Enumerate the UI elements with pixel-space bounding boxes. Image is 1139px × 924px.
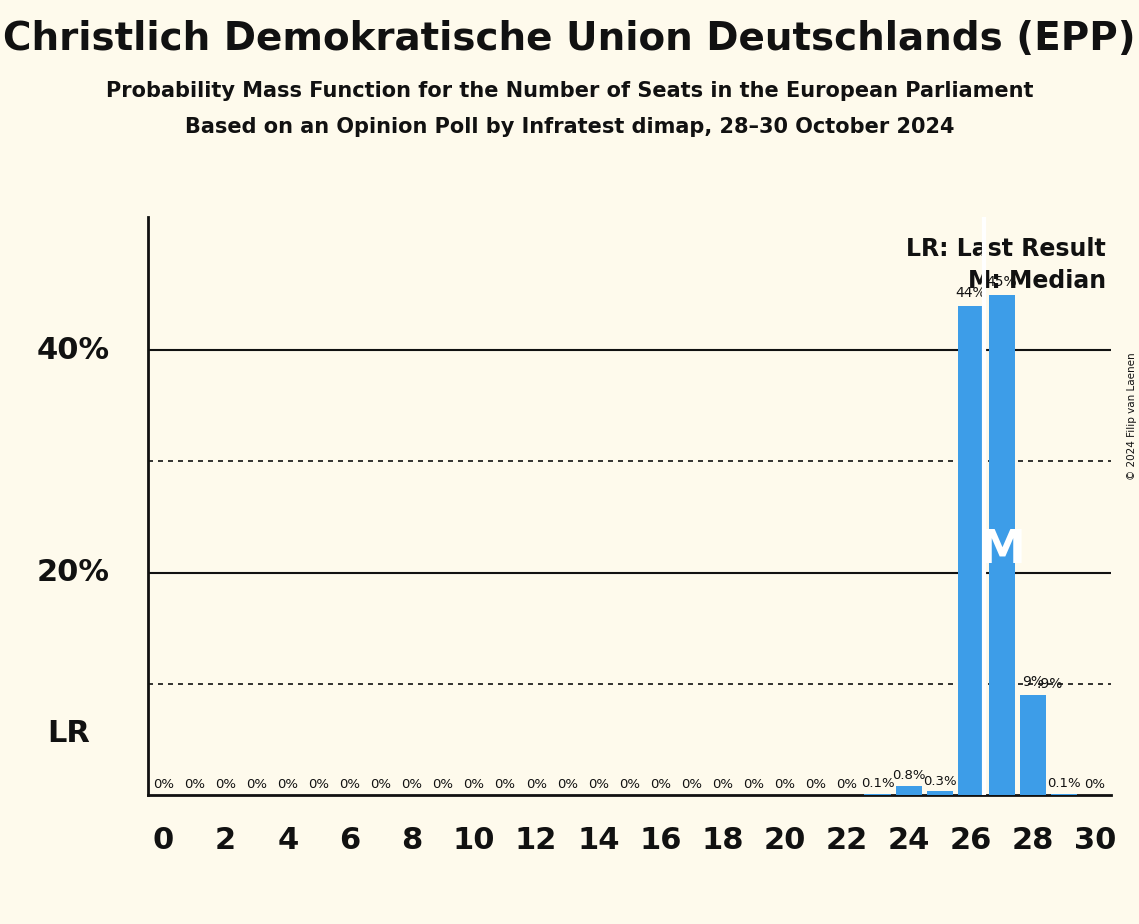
Text: Based on an Opinion Poll by Infratest dimap, 28–30 October 2024: Based on an Opinion Poll by Infratest di… (185, 117, 954, 138)
Text: 4: 4 (277, 826, 298, 856)
Text: 0%: 0% (743, 778, 764, 791)
Text: 24: 24 (887, 826, 929, 856)
Text: 0%: 0% (836, 778, 858, 791)
Text: 0%: 0% (618, 778, 640, 791)
Text: 8: 8 (401, 826, 423, 856)
Text: 0%: 0% (153, 778, 174, 791)
Text: 0%: 0% (588, 778, 608, 791)
Text: 0.3%: 0.3% (923, 775, 957, 788)
Text: LR: LR (48, 719, 90, 748)
Text: 0%: 0% (1084, 778, 1106, 791)
Text: 0%: 0% (370, 778, 392, 791)
Text: 0%: 0% (775, 778, 795, 791)
Text: 30: 30 (1074, 826, 1116, 856)
Bar (1051, 794, 1077, 795)
Text: © 2024 Filip van Laenen: © 2024 Filip van Laenen (1126, 352, 1137, 480)
Text: Probability Mass Function for the Number of Seats in the European Parliament: Probability Mass Function for the Number… (106, 81, 1033, 102)
Text: M: Median: M: Median (968, 269, 1106, 293)
Text: 14: 14 (577, 826, 620, 856)
Text: Christlich Demokratische Union Deutschlands (EPP): Christlich Demokratische Union Deutschla… (3, 20, 1136, 58)
Text: 0%: 0% (309, 778, 329, 791)
Text: 0%: 0% (494, 778, 516, 791)
Bar (989, 295, 1015, 795)
Text: M: M (978, 528, 1025, 573)
Text: .9%: .9% (1036, 676, 1063, 690)
Text: 10: 10 (453, 826, 495, 856)
Bar (958, 306, 984, 795)
Text: 0%: 0% (401, 778, 423, 791)
Text: 0%: 0% (215, 778, 236, 791)
Text: 0%: 0% (464, 778, 484, 791)
Bar (926, 791, 953, 795)
Text: 20: 20 (763, 826, 805, 856)
Text: 0: 0 (153, 826, 174, 856)
Text: 0%: 0% (805, 778, 826, 791)
Text: 45%: 45% (986, 275, 1017, 289)
Text: 0%: 0% (712, 778, 732, 791)
Text: 0%: 0% (246, 778, 268, 791)
Bar (895, 785, 921, 795)
Text: 12: 12 (515, 826, 557, 856)
Text: 16: 16 (639, 826, 681, 856)
Text: 0.8%: 0.8% (892, 770, 926, 783)
Text: 9%: 9% (1022, 675, 1044, 689)
Text: 0%: 0% (681, 778, 702, 791)
Text: 28: 28 (1011, 826, 1054, 856)
Bar (1019, 695, 1046, 795)
Text: 0%: 0% (557, 778, 577, 791)
Text: 26: 26 (950, 826, 992, 856)
Text: 22: 22 (826, 826, 868, 856)
Text: 18: 18 (702, 826, 744, 856)
Text: 6: 6 (339, 826, 361, 856)
Text: 0%: 0% (526, 778, 547, 791)
Text: 44%: 44% (956, 286, 986, 300)
Text: 0%: 0% (650, 778, 671, 791)
Text: 0.1%: 0.1% (1047, 777, 1081, 790)
Text: 0.1%: 0.1% (861, 777, 894, 790)
Text: 0%: 0% (433, 778, 453, 791)
Text: 40%: 40% (36, 336, 109, 365)
Text: 0%: 0% (185, 778, 205, 791)
Text: LR: Last Result: LR: Last Result (906, 237, 1106, 261)
Text: 0%: 0% (339, 778, 360, 791)
Text: 2: 2 (215, 826, 236, 856)
Text: 20%: 20% (36, 558, 109, 587)
Text: 0%: 0% (277, 778, 298, 791)
Bar (865, 794, 891, 795)
